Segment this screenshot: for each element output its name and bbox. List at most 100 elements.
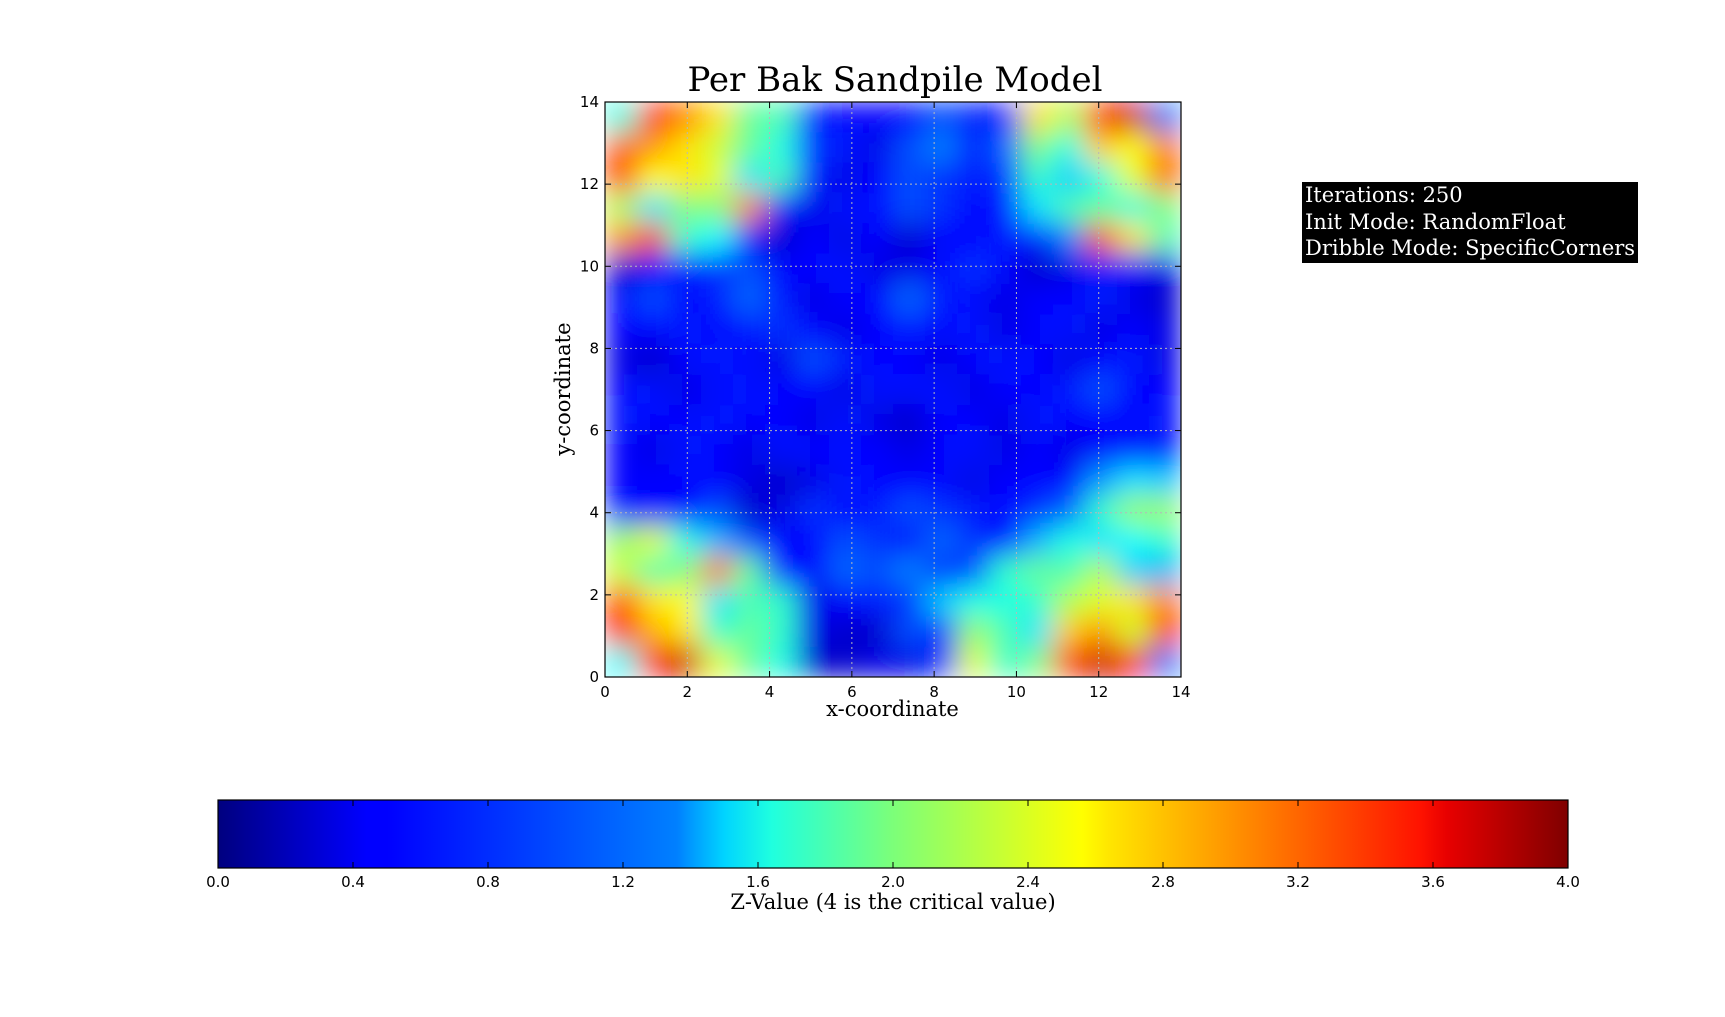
heatmap-cell	[701, 495, 734, 527]
heatmap-cell	[957, 253, 990, 285]
colorbar-tick-labels: 0.0 0.4 0.8 1.2 1.6 2.0 2.4 2.8 3.2 3.6 4.0	[206, 873, 1580, 891]
heatmap-cell	[605, 162, 638, 194]
heatmap-cell	[1117, 313, 1150, 345]
heatmap-cell	[1117, 162, 1150, 194]
heatmap-cell	[669, 374, 702, 406]
heatmap-cell	[733, 162, 766, 194]
colorbar-ticks	[217, 800, 1569, 868]
heatmap-cell	[765, 102, 798, 134]
heatmap-cell	[957, 162, 990, 194]
grid-lines	[605, 102, 1181, 677]
heatmap-cell	[1021, 525, 1054, 557]
heatmap-cell	[605, 223, 638, 255]
heatmap-cell	[925, 465, 958, 497]
heatmap-cell	[1053, 525, 1086, 557]
heatmap-cell	[797, 132, 830, 164]
heatmap-cell	[893, 374, 926, 406]
heatmap-cell	[637, 283, 670, 315]
heatmap-cell	[1085, 253, 1118, 285]
heatmap-cell	[957, 404, 990, 436]
heatmap-cell	[733, 465, 766, 497]
heatmap-cell	[1021, 374, 1054, 406]
heatmap	[605, 102, 1181, 677]
heatmap-cell	[797, 555, 830, 588]
heatmap-cell	[1117, 374, 1150, 406]
plot-frame	[604, 101, 1182, 678]
heatmap-cell	[1021, 646, 1054, 677]
heatmap-cell	[957, 223, 990, 255]
heatmap-cell	[829, 434, 862, 466]
colorbar	[217, 799, 1569, 869]
heatmap-cell	[733, 374, 766, 406]
heatmap-cell	[861, 192, 894, 224]
heatmap-cell	[701, 283, 734, 315]
heatmap-cell	[701, 162, 734, 194]
heatmap-cell	[829, 374, 862, 406]
heatmap-cell	[765, 283, 798, 315]
heatmap-cell	[1085, 283, 1118, 315]
heatmap-cell	[765, 434, 798, 466]
heatmap-cell	[925, 616, 958, 648]
heatmap-cell	[701, 344, 734, 376]
heatmap-cell	[797, 434, 830, 466]
heatmap-cell	[829, 253, 862, 285]
heatmap-cell	[957, 434, 990, 466]
heatmap-cell	[765, 646, 798, 677]
x-tick-labels: 0 2 4 6 8 10 12 14	[600, 683, 1190, 701]
heatmap-cell	[957, 313, 990, 345]
heatmap-cell	[925, 646, 958, 677]
heatmap-cell	[1085, 525, 1118, 557]
heatmap-cell	[797, 344, 830, 376]
heatmap-cell	[605, 495, 638, 527]
heatmap-cell	[1117, 192, 1150, 224]
heatmap-cell	[1149, 465, 1181, 497]
heatmap-cell	[893, 283, 926, 315]
y-tick-label: 10	[580, 257, 599, 275]
heatmap-cell	[765, 162, 798, 194]
heatmap-cell	[893, 162, 926, 194]
heatmap-cell	[1053, 313, 1086, 345]
heatmap-cell	[861, 223, 894, 255]
heatmap-cell	[797, 495, 830, 527]
heatmap-cell	[797, 162, 830, 194]
heatmap-cell	[669, 495, 702, 527]
heatmap-cell	[861, 525, 894, 557]
heatmap-cell	[765, 344, 798, 376]
heatmap-cell	[1053, 495, 1086, 527]
heatmap-cell	[925, 495, 958, 527]
heatmap-cell	[861, 374, 894, 406]
colorbar-tick-label: 0.0	[206, 873, 230, 891]
heatmap-cell	[861, 313, 894, 345]
heatmap-cell	[1053, 555, 1086, 588]
heatmap-cell	[669, 555, 702, 588]
heatmap-cell	[1117, 495, 1150, 527]
heatmap-cell	[701, 132, 734, 164]
x-tick-label: 8	[929, 683, 939, 701]
heatmap-cell	[701, 374, 734, 406]
colorbar-tick-label: 0.4	[341, 873, 365, 891]
heatmap-cell	[1053, 646, 1086, 677]
heatmap-cell	[797, 525, 830, 557]
heatmap-cell	[893, 223, 926, 255]
heatmap-cell	[797, 283, 830, 315]
heatmap-cell	[829, 555, 862, 588]
heatmap-cell	[1021, 253, 1054, 285]
heatmap-cell	[1117, 344, 1150, 376]
heatmap-cell	[893, 555, 926, 588]
heatmap-cell	[925, 283, 958, 315]
heatmap-cell	[893, 465, 926, 497]
heatmap-cell	[893, 132, 926, 164]
heatmap-cell	[637, 132, 670, 164]
heatmap-cell	[637, 616, 670, 648]
heatmap-cell	[1117, 283, 1150, 315]
x-tick-label: 2	[683, 683, 693, 701]
heatmap-cell	[797, 404, 830, 436]
heatmap-cell	[733, 223, 766, 255]
x-tick-label: 6	[847, 683, 857, 701]
heatmap-cell	[733, 495, 766, 527]
heatmap-cell	[797, 223, 830, 255]
heatmap-cell	[765, 616, 798, 648]
heatmap-cell	[925, 374, 958, 406]
heatmap-cell	[701, 555, 734, 588]
